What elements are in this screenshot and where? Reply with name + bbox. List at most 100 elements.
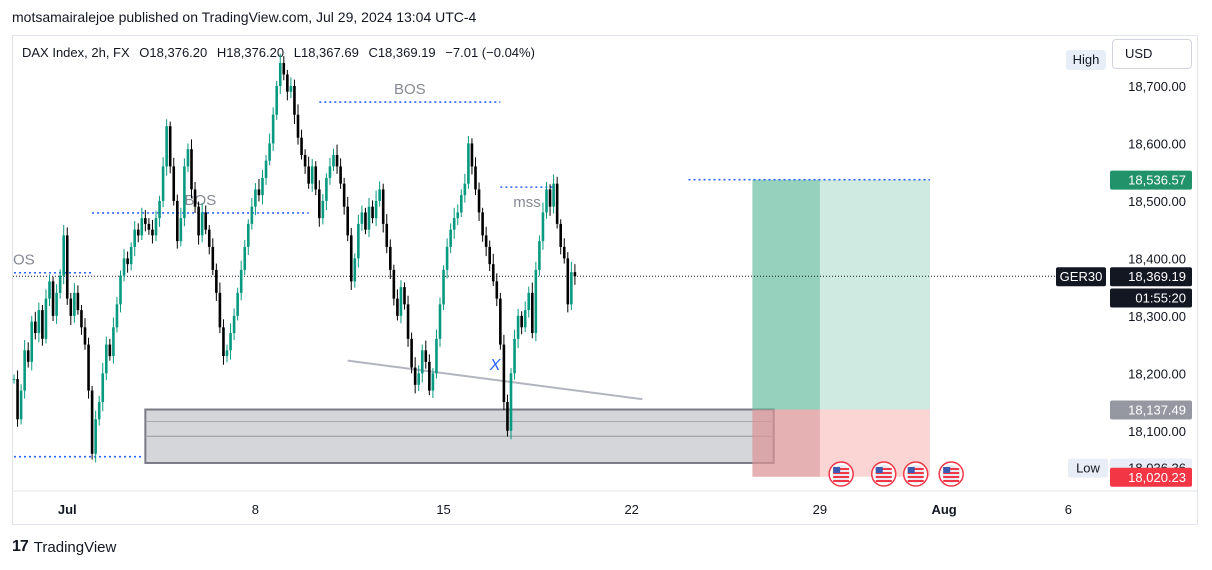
candle-body bbox=[523, 310, 527, 328]
candle-body bbox=[122, 258, 126, 276]
candle-body bbox=[257, 189, 261, 196]
candle-body bbox=[438, 304, 442, 339]
annotations-layer: BOS BOS OS mss X bbox=[13, 81, 1107, 458]
x-tick-label: 6 bbox=[1065, 502, 1072, 517]
candle-body bbox=[463, 183, 467, 196]
candle-body bbox=[193, 189, 197, 207]
candle-body bbox=[559, 223, 562, 247]
candle-body bbox=[378, 189, 381, 201]
candle-body bbox=[424, 350, 428, 362]
candle-body bbox=[200, 212, 204, 236]
currency-button[interactable]: USD bbox=[1112, 39, 1192, 69]
candle-body bbox=[147, 223, 151, 230]
candle-body bbox=[477, 189, 481, 213]
profit-zone bbox=[752, 179, 930, 410]
x-tick-label: Aug bbox=[931, 502, 956, 517]
flag-stripe bbox=[943, 468, 960, 470]
candle-body bbox=[186, 149, 190, 167]
candle-body bbox=[37, 310, 41, 334]
candles-layer bbox=[12, 53, 577, 463]
candle-body bbox=[499, 298, 502, 345]
candle-body bbox=[452, 218, 456, 230]
candle-body bbox=[90, 390, 94, 454]
candle-body bbox=[488, 246, 491, 265]
price-label-text: 01:55:20 bbox=[1135, 290, 1186, 305]
price-label-text: 18,536.57 bbox=[1128, 173, 1186, 188]
candle-body bbox=[30, 321, 34, 362]
candle-body bbox=[19, 390, 23, 420]
flag-stripe bbox=[833, 472, 850, 474]
candle-body bbox=[296, 114, 300, 138]
us-flag-icon bbox=[902, 461, 929, 487]
candle-body bbox=[332, 154, 335, 167]
candle-body bbox=[392, 269, 396, 299]
candle-body bbox=[328, 166, 332, 178]
candle-body bbox=[460, 195, 463, 213]
candle-body bbox=[399, 287, 403, 316]
candle-body bbox=[97, 402, 101, 420]
candle-body bbox=[445, 246, 449, 270]
price-label-text: 18,020.23 bbox=[1128, 470, 1186, 485]
candle-body bbox=[218, 292, 222, 328]
candle-body bbox=[527, 292, 531, 311]
candle-body bbox=[69, 298, 73, 316]
candle-body bbox=[115, 304, 119, 328]
y-tick-label: 18,700.00 bbox=[1128, 79, 1186, 94]
candle-body bbox=[55, 292, 58, 316]
price-label-box bbox=[1110, 467, 1192, 487]
y-tick-label: 18,100.00 bbox=[1128, 424, 1186, 439]
candle-body bbox=[484, 235, 488, 247]
candle-body bbox=[264, 160, 268, 178]
candle-body bbox=[101, 373, 105, 403]
candle-body bbox=[222, 327, 225, 357]
legend-change: −7.01 (−0.04%) bbox=[445, 45, 535, 60]
candle-body bbox=[236, 292, 239, 316]
candle-body bbox=[506, 402, 509, 431]
low-label-box bbox=[1068, 458, 1108, 478]
flag-canton bbox=[833, 467, 841, 473]
candle-body bbox=[566, 258, 570, 305]
annotation-label: OS bbox=[13, 252, 35, 269]
candle-body bbox=[502, 344, 506, 403]
candle-body bbox=[456, 212, 460, 219]
trendline bbox=[347, 359, 643, 401]
tradingview-mark-icon: 17 bbox=[12, 538, 29, 555]
candle-body bbox=[346, 206, 349, 236]
candle-body bbox=[250, 206, 254, 224]
chart-frame bbox=[12, 35, 1198, 525]
candle-body bbox=[48, 281, 51, 299]
candle-body bbox=[289, 85, 293, 92]
annotation-label: mss bbox=[513, 194, 541, 211]
candle-body bbox=[225, 350, 229, 357]
candle-body bbox=[275, 85, 278, 115]
legend-low: L18,367.69 bbox=[293, 45, 359, 60]
x-tick-label: 8 bbox=[252, 502, 259, 517]
x-tick-label: Jul bbox=[58, 502, 77, 517]
candle-body bbox=[76, 292, 80, 311]
flag-stripe bbox=[907, 480, 924, 482]
candle-body bbox=[133, 229, 136, 247]
candle-body bbox=[34, 321, 37, 334]
candle-body bbox=[396, 298, 399, 316]
candle-body bbox=[94, 419, 97, 454]
candle-body bbox=[73, 292, 76, 316]
y-tick-label: 18,600.00 bbox=[1128, 136, 1186, 151]
candle-body bbox=[364, 212, 367, 230]
legend-symbol[interactable]: DAX Index, 2h, FX bbox=[22, 45, 130, 60]
candle-body bbox=[520, 315, 523, 328]
flag-stripe bbox=[833, 476, 850, 478]
flag-stripe bbox=[943, 476, 960, 478]
candle-body bbox=[339, 166, 342, 184]
y-tick-label: 18,200.00 bbox=[1128, 366, 1186, 381]
candle-body bbox=[268, 143, 271, 161]
high-toggle-button[interactable]: High bbox=[1066, 50, 1106, 70]
candle-body bbox=[126, 258, 129, 265]
candle-body bbox=[108, 344, 112, 357]
tradingview-logo[interactable]: 17 TradingView bbox=[12, 538, 116, 556]
annotation-label: BOS bbox=[394, 81, 426, 98]
axes-layer: 18,100.00 18,200.00 18,300.00 18,400.00 18,5… bbox=[13, 79, 1197, 517]
price-labels-layer: 18,536.5718,369.1901:55:2018,137.4918,03… bbox=[1056, 170, 1192, 487]
flag-stripe bbox=[943, 480, 960, 482]
trendline-label: X bbox=[489, 357, 502, 374]
